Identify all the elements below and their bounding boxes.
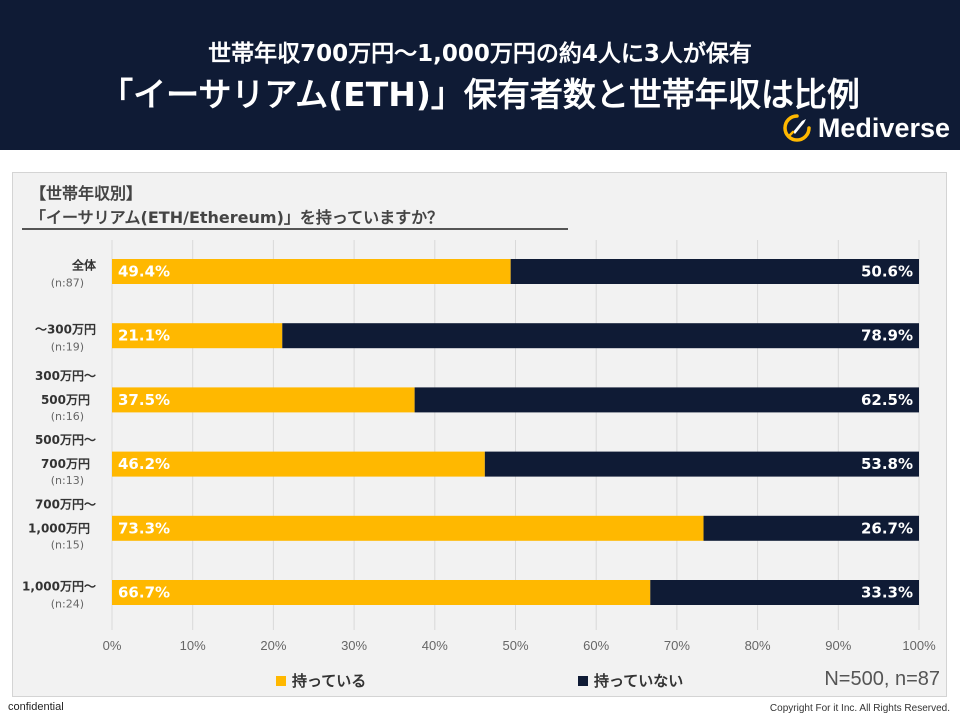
bar-have (112, 387, 415, 413)
header-title: 「イーサリアム(ETH)」保有者数と世帯年収は比例 (100, 75, 860, 114)
bar-not-have (282, 323, 920, 349)
x-tick-label: 40% (422, 638, 448, 653)
data-label-not-have: 50.6% (861, 263, 913, 281)
data-label-have: 66.7% (118, 584, 170, 602)
bar-not-have (414, 387, 919, 413)
data-label-not-have: 53.8% (861, 455, 913, 473)
x-tick-label: 70% (664, 638, 690, 653)
question-underline (22, 228, 568, 230)
header-subtitle: 世帯年収700万円〜1,000万円の約4人に3人が保有 (208, 41, 752, 67)
footer-confidential: confidential (8, 701, 64, 713)
legend-swatch-not-have (578, 675, 588, 686)
bar-not-have (510, 259, 919, 284)
legend-label-not-have: 持っていない (594, 672, 684, 690)
x-tick-label: 60% (583, 638, 609, 653)
footer-copyright: Copyright For it Inc. All Rights Reserve… (769, 703, 950, 714)
category-n: (n:13) (51, 474, 84, 487)
legend-item-not-have: 持っていない (578, 670, 683, 691)
x-tick-label: 100% (902, 638, 936, 653)
category-label: 1,000万円 (28, 521, 90, 535)
question-text: 「イーサリアム(ETH/Ethereum)」を持っていますか？ (30, 208, 444, 227)
sample-size: N=500, n=87 (824, 668, 940, 690)
data-label-not-have: 78.9% (861, 327, 913, 345)
legend-label-have: 持っている (292, 672, 367, 690)
data-label-have: 46.2% (118, 455, 170, 473)
category-label: 700万円〜 (35, 497, 96, 511)
bar-not-have (703, 515, 919, 541)
data-label-have: 37.5% (118, 391, 170, 409)
x-tick-label: 90% (825, 638, 851, 653)
bar-not-have (650, 580, 919, 605)
bar-have (112, 451, 485, 477)
category-n: (n:24) (51, 598, 84, 611)
data-label-have: 49.4% (118, 263, 170, 281)
data-label-have: 21.1% (118, 327, 170, 345)
data-label-have: 73.3% (118, 519, 170, 537)
x-tick-label: 30% (341, 638, 367, 653)
logo: Mediverse (782, 112, 950, 144)
data-label-not-have: 33.3% (861, 584, 913, 602)
x-tick-label: 10% (180, 638, 206, 653)
x-tick-label: 0% (103, 638, 122, 653)
logo-text: Mediverse (817, 112, 950, 143)
category-n: (n:15) (51, 538, 84, 551)
legend-item-have: 持っている (276, 670, 366, 691)
bar-not-have (484, 451, 919, 477)
category-label: 500万円 (41, 393, 90, 407)
bar-have (112, 259, 511, 284)
bar-have (112, 515, 704, 541)
category-n: (n:87) (51, 277, 84, 290)
bar-have (112, 323, 283, 349)
category-label: 1,000万円〜 (22, 580, 96, 594)
data-label-not-have: 62.5% (861, 391, 913, 409)
category-label: 300万円〜 (35, 369, 96, 383)
x-tick-label: 50% (502, 638, 528, 653)
rocket-icon (783, 114, 811, 142)
legend-swatch-have (276, 675, 286, 686)
category-label: 500万円〜 (35, 433, 96, 447)
data-label-not-have: 26.7% (861, 519, 913, 537)
category-label: 全体 (71, 258, 97, 273)
category-n: (n:16) (51, 410, 84, 423)
category-label: 700万円 (41, 457, 90, 471)
bar-have (112, 580, 651, 605)
question-category: 【世帯年収別】 (30, 184, 143, 203)
category-label: 〜300万円 (35, 323, 96, 337)
header-banner: 世帯年収700万円〜1,000万円の約4人に3人が保有 「イーサリアム(ETH)… (0, 0, 960, 150)
x-tick-label: 80% (745, 638, 771, 653)
category-n: (n:19) (51, 341, 84, 354)
x-tick-label: 20% (260, 638, 286, 653)
